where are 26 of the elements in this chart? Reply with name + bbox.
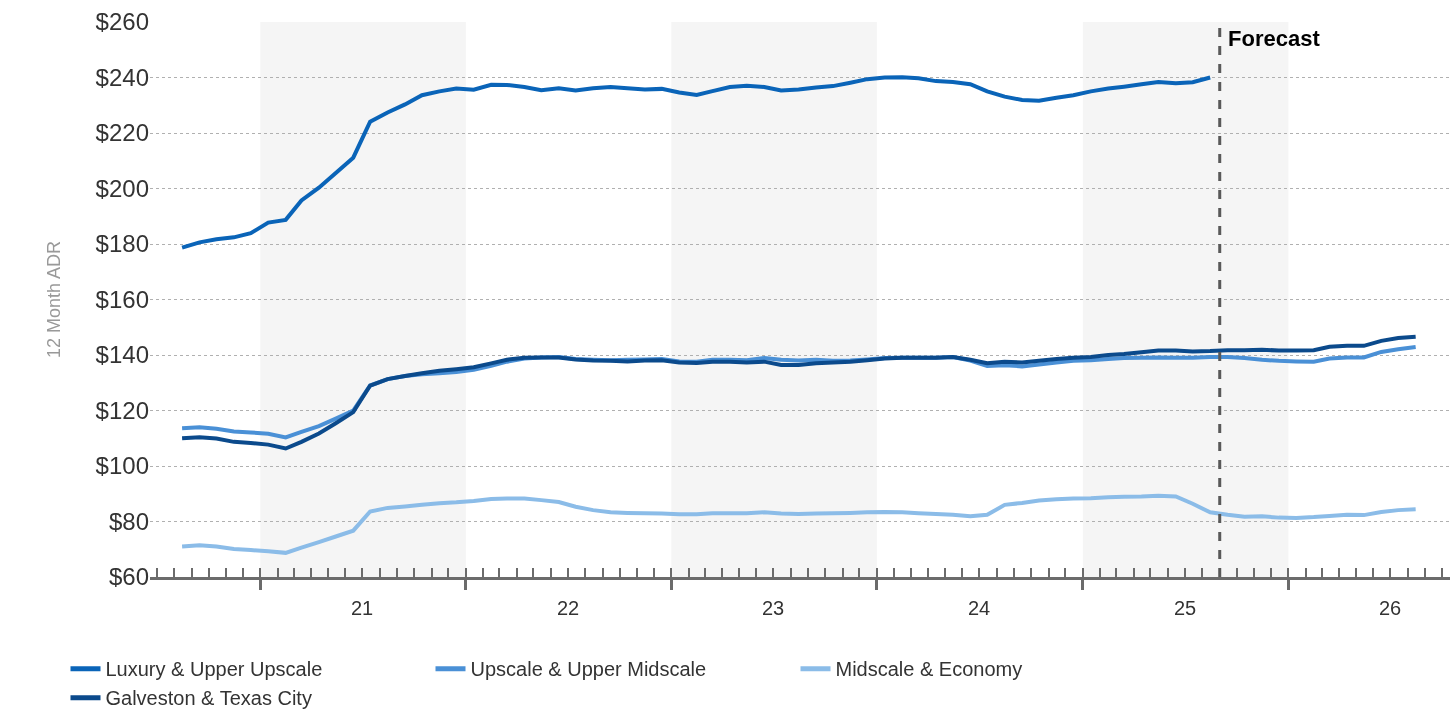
- x-tick-label: 21: [351, 597, 374, 619]
- y-tick-label: $120: [95, 396, 149, 424]
- x-tick-label: 24: [968, 597, 991, 619]
- line-series: [180, 75, 1213, 250]
- x-tick-label: 26: [1379, 597, 1402, 619]
- y-axis-title: 12 Month ADR: [43, 240, 64, 359]
- y-tick-label: $80: [108, 507, 149, 535]
- line-series: [180, 493, 1418, 555]
- x-tick-label: 25: [1174, 597, 1197, 619]
- ref-line-label: Forecast: [1228, 26, 1321, 51]
- y-tick-label: $220: [95, 119, 149, 147]
- line-series: [180, 334, 1418, 451]
- y-tick-label: $240: [95, 63, 149, 91]
- x-tick-label: 22: [557, 597, 580, 619]
- legend-label: Luxury & Upper Upscale: [105, 658, 323, 681]
- legend-label: Upscale & Upper Midscale: [470, 658, 707, 681]
- y-tick-label: $180: [95, 230, 149, 258]
- y-tick-label: $60: [108, 563, 149, 591]
- y-tick-label: $140: [95, 341, 149, 369]
- y-tick-label: $160: [95, 285, 149, 313]
- y-tick-label: $100: [95, 452, 149, 480]
- legend-label: Midscale & Economy: [835, 658, 1023, 681]
- legend-label: Galveston & Texas City: [105, 687, 312, 710]
- x-tick-label: 23: [762, 597, 785, 619]
- y-tick-label: $200: [95, 174, 149, 202]
- y-tick-label: $260: [95, 8, 149, 36]
